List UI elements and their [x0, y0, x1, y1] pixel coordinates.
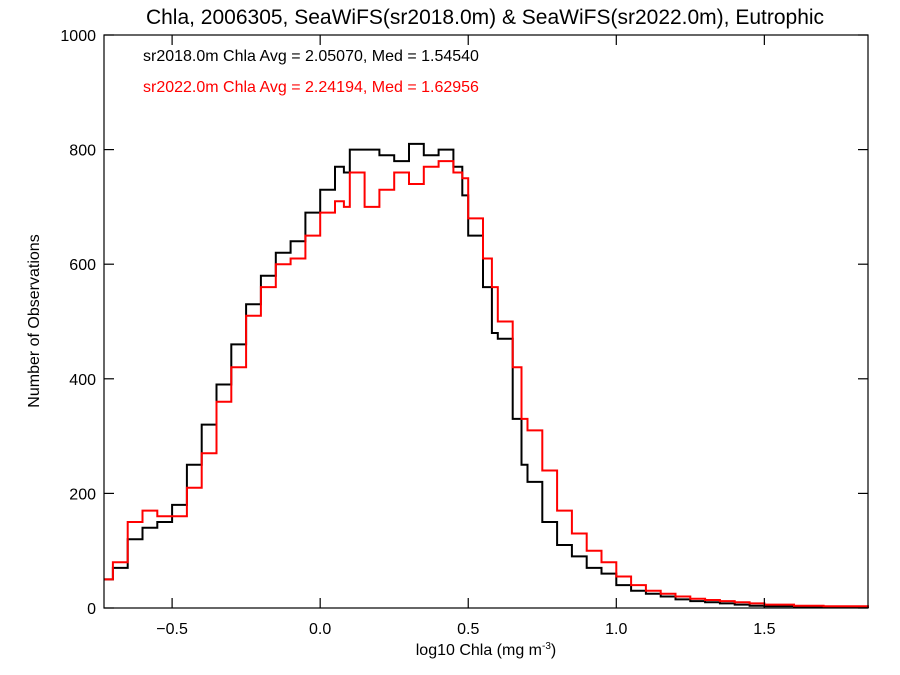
annotation-black: sr2018.0m Chla Avg = 2.05070, Med = 1.54…	[143, 48, 479, 65]
x-tick-label: 1.5	[753, 621, 775, 638]
y-tick-label: 600	[69, 257, 96, 274]
x-tick-label: 0.0	[309, 621, 331, 638]
x-tick-label: −0.5	[156, 621, 188, 638]
x-axis-label: log10 Chla (mg m-3)	[416, 641, 557, 659]
x-tick-label: 1.0	[605, 621, 627, 638]
series-layer	[104, 142, 869, 609]
y-tick-label: 400	[69, 372, 96, 389]
series-line-2	[104, 160, 869, 608]
series-line-1	[104, 142, 869, 609]
ticks-layer: −0.5 0.0 0.5 1.0 1.5 0 200 400 600 800 1000	[60, 28, 868, 638]
x-tick-label: 0.5	[457, 621, 479, 638]
y-axis-label: Number of Observations	[26, 234, 43, 407]
plot-frame	[103, 34, 869, 609]
annotation-red: sr2022.0m Chla Avg = 2.24194, Med = 1.62…	[143, 79, 479, 96]
y-tick-label: 800	[69, 143, 96, 160]
chart-title: Chla, 2006305, SeaWiFS(sr2018.0m) & SeaW…	[146, 6, 824, 29]
y-tick-label: 1000	[60, 28, 96, 45]
y-tick-label: 200	[69, 486, 96, 503]
y-tick-label: 0	[87, 601, 96, 618]
